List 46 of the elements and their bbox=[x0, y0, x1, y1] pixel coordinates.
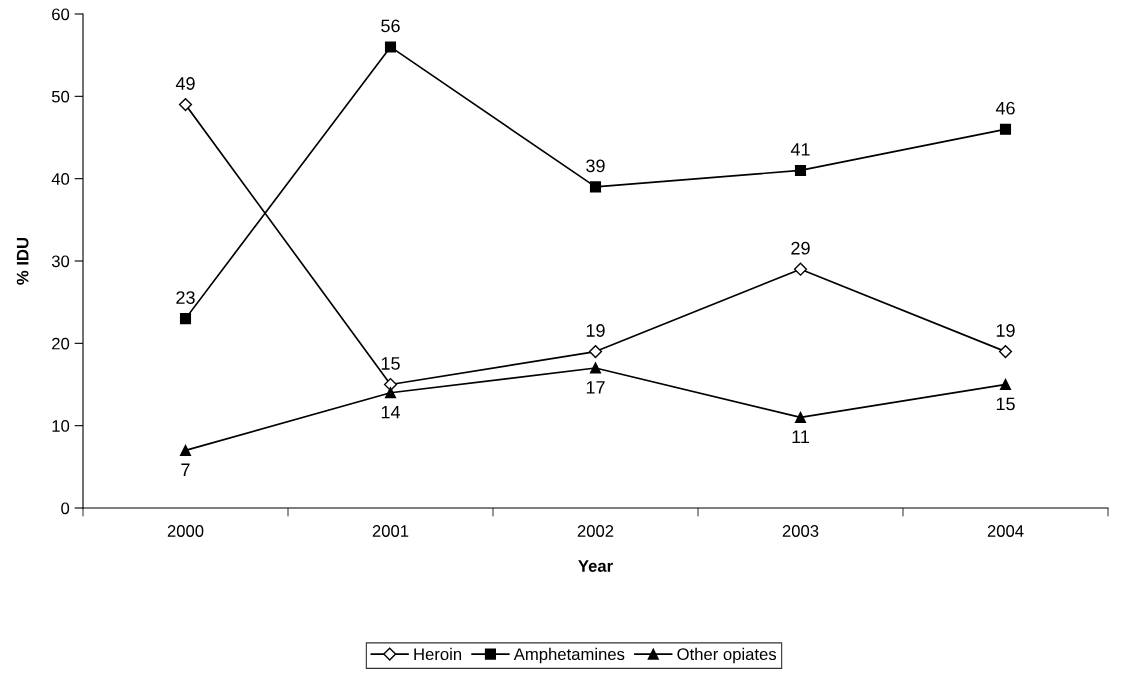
point bbox=[178, 97, 193, 112]
data-label: 15 bbox=[381, 357, 400, 370]
point bbox=[179, 313, 192, 325]
point bbox=[793, 262, 808, 276]
y-tick-label: 50 bbox=[51, 90, 70, 103]
y-tick-label: 0 bbox=[61, 502, 70, 515]
point bbox=[999, 378, 1012, 391]
data-label: 39 bbox=[586, 159, 605, 173]
y-tick-label: 60 bbox=[52, 8, 70, 21]
y-tick-label: 10 bbox=[52, 420, 70, 432]
data-label: 14 bbox=[381, 405, 401, 419]
legend-label: Amphetamines bbox=[513, 647, 625, 664]
data-label: 23 bbox=[176, 291, 195, 304]
data-label: 17 bbox=[586, 381, 605, 394]
legend-label: Heroin bbox=[414, 647, 462, 661]
x-tick-label: 2003 bbox=[782, 525, 819, 537]
point bbox=[999, 123, 1012, 135]
legend-label: Other opiates bbox=[677, 647, 777, 664]
data-label: 41 bbox=[790, 143, 810, 156]
data-label: 49 bbox=[175, 77, 195, 90]
point bbox=[998, 344, 1013, 359]
data-label: 19 bbox=[586, 324, 605, 337]
x-tick-label: 2000 bbox=[167, 525, 204, 537]
x-tick-label: 2001 bbox=[372, 525, 409, 537]
x-axis-title: Year bbox=[578, 560, 613, 572]
y-tick-label: 30 bbox=[51, 255, 70, 268]
point bbox=[589, 362, 602, 374]
data-label: 46 bbox=[995, 101, 1015, 115]
x-tick-label: 2002 bbox=[577, 525, 614, 537]
y-axis-title: % IDU bbox=[16, 237, 29, 285]
data-label: 11 bbox=[792, 430, 809, 444]
y-tick-label: 40 bbox=[51, 173, 70, 185]
data-label: 29 bbox=[791, 241, 810, 255]
point bbox=[179, 444, 192, 456]
point bbox=[588, 344, 603, 359]
x-tick-label: 2004 bbox=[987, 525, 1024, 537]
data-label: 56 bbox=[381, 19, 400, 33]
point bbox=[589, 181, 602, 193]
y-tick-label: 20 bbox=[52, 337, 70, 350]
data-label: 7 bbox=[181, 463, 190, 476]
point bbox=[384, 41, 397, 53]
point bbox=[794, 411, 807, 423]
point bbox=[384, 387, 397, 399]
data-label: 15 bbox=[996, 397, 1015, 411]
point bbox=[794, 164, 807, 176]
data-label: 19 bbox=[996, 324, 1015, 337]
